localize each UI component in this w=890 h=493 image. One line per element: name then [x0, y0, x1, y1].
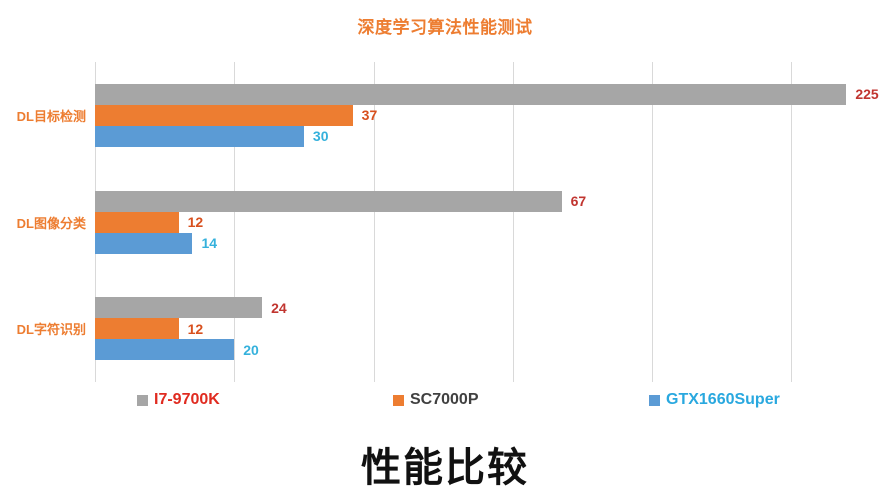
legend-label: SC7000P — [410, 391, 479, 408]
bar-value-label: 12 — [187, 320, 204, 337]
bar-value-label: 67 — [570, 193, 587, 209]
bar-groups: DL目标检测 225 37 30 DL图像分类 67 12 14 DL字符识别 24 12 20 — [0, 62, 890, 382]
bar-value-label: 12 — [187, 214, 204, 230]
legend: I7-9700K SC7000P GTX1660Super — [0, 391, 890, 409]
legend-swatch-icon — [649, 394, 660, 406]
legend-item-I7-9700K: I7-9700K — [137, 391, 393, 409]
bar-row: 225 — [95, 83, 879, 105]
category-label: DL字符识别 — [16, 322, 86, 338]
bar-I7-9700K — [95, 83, 847, 105]
bar-row: 14 — [95, 232, 868, 254]
bar-row: 24 — [95, 297, 868, 319]
bar-GTX1660Super — [95, 232, 193, 254]
bar-SC7000P — [95, 104, 353, 126]
bar-group: DL字符识别 24 12 20 — [0, 275, 890, 382]
bar-value-label: 30 — [312, 128, 329, 145]
bar-I7-9700K — [95, 297, 263, 319]
legend-swatch-icon — [393, 394, 404, 406]
chart-title: 深度学习算法性能测试 — [357, 18, 533, 37]
bar-row: 20 — [95, 339, 868, 361]
bottom-title: 性能比较 — [361, 446, 529, 490]
bar-value-label: 14 — [201, 235, 218, 251]
bar-value-label: 24 — [271, 299, 287, 316]
legend-swatch-icon — [137, 394, 148, 406]
bars-container: 67 12 14 — [95, 169, 868, 276]
bar-GTX1660Super — [95, 125, 304, 147]
bar-SC7000P — [95, 211, 179, 233]
plot-area: DL目标检测 225 37 30 DL图像分类 67 12 14 DL字符识别 24 12 20 — [0, 62, 890, 382]
legend-label: GTX1660Super — [666, 391, 780, 408]
bar-value-label: 20 — [243, 341, 259, 358]
bar-row: 67 — [95, 190, 868, 212]
legend-item-GTX1660Super: GTX1660Super — [649, 391, 890, 409]
bar-SC7000P — [95, 318, 179, 340]
bar-I7-9700K — [95, 190, 562, 212]
bar-row: 37 — [95, 104, 868, 126]
bar-group: DL目标检测 225 37 30 — [0, 62, 890, 169]
category-label: DL图像分类 — [16, 215, 86, 231]
bars-container: 24 12 20 — [95, 275, 868, 382]
bar-row: 12 — [95, 211, 868, 233]
bar-value-label: 225 — [855, 86, 879, 103]
bar-row: 12 — [95, 318, 868, 340]
legend-label: I7-9700K — [154, 391, 220, 408]
bars-container: 225 37 30 — [95, 62, 879, 169]
bar-value-label: 37 — [361, 107, 378, 124]
bar-row: 30 — [95, 125, 868, 147]
legend-item-SC7000P: SC7000P — [393, 391, 649, 409]
bar-GTX1660Super — [95, 339, 235, 361]
category-label: DL目标检测 — [16, 108, 86, 124]
bar-group: DL图像分类 67 12 14 — [0, 169, 890, 276]
